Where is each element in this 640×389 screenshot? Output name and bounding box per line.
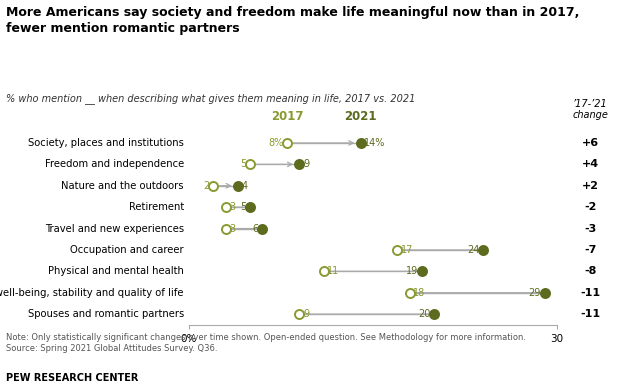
Text: Retirement: Retirement (129, 202, 184, 212)
Text: 6: 6 (253, 224, 259, 233)
Text: -7: -7 (584, 245, 596, 255)
Text: More Americans say society and freedom make life meaningful now than in 2017,
fe: More Americans say society and freedom m… (6, 6, 580, 35)
Text: 29: 29 (529, 288, 541, 298)
Text: -3: -3 (584, 224, 596, 233)
Text: +6: +6 (582, 138, 598, 148)
Text: +2: +2 (582, 181, 598, 191)
Text: 9: 9 (303, 159, 309, 169)
Text: Occupation and career: Occupation and career (70, 245, 184, 255)
Text: Freedom and independence: Freedom and independence (45, 159, 184, 169)
Text: Nature and the outdoors: Nature and the outdoors (61, 181, 184, 191)
Text: 2017: 2017 (271, 110, 303, 123)
Text: -11: -11 (580, 288, 600, 298)
Text: Physical and mental health: Physical and mental health (48, 266, 184, 276)
Text: 5: 5 (240, 202, 246, 212)
Text: -2: -2 (584, 202, 596, 212)
Text: 20: 20 (418, 309, 431, 319)
Text: Travel and new experiences: Travel and new experiences (45, 224, 184, 233)
Text: 19: 19 (406, 266, 418, 276)
Text: 4: 4 (241, 181, 248, 191)
Text: 5: 5 (240, 159, 246, 169)
Text: 14%: 14% (364, 138, 385, 148)
Text: 9: 9 (303, 309, 309, 319)
Text: Spouses and romantic partners: Spouses and romantic partners (28, 309, 184, 319)
Text: PEW RESEARCH CENTER: PEW RESEARCH CENTER (6, 373, 139, 384)
Text: 18: 18 (413, 288, 426, 298)
Text: 17: 17 (401, 245, 413, 255)
Text: Note: Only statistically significant changes over time shown. Open-ended questio: Note: Only statistically significant cha… (6, 333, 526, 353)
Text: Material well-being, stability and quality of life: Material well-being, stability and quali… (0, 288, 184, 298)
Text: 2021: 2021 (344, 110, 377, 123)
Text: -11: -11 (580, 309, 600, 319)
Text: 2: 2 (204, 181, 210, 191)
Text: 8%: 8% (268, 138, 284, 148)
Text: +4: +4 (582, 159, 598, 169)
Text: 11: 11 (328, 266, 340, 276)
Text: 3: 3 (229, 224, 236, 233)
Text: % who mention __ when describing what gives them meaning in life, 2017 vs. 2021: % who mention __ when describing what gi… (6, 93, 416, 104)
Text: -8: -8 (584, 266, 596, 276)
Text: Society, places and institutions: Society, places and institutions (28, 138, 184, 148)
Text: 24: 24 (467, 245, 479, 255)
Text: ’17-’21
change: ’17-’21 change (572, 99, 608, 121)
Text: 3: 3 (229, 202, 236, 212)
